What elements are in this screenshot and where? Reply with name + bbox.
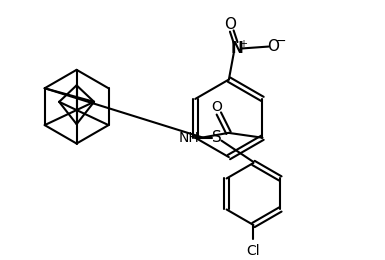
Text: NH: NH [179,131,199,145]
Text: Cl: Cl [247,244,260,258]
Text: O: O [224,17,236,32]
Text: +: + [239,39,248,49]
Text: S: S [212,130,221,145]
Text: O: O [211,100,222,114]
Text: −: − [276,35,286,48]
Text: O: O [268,39,280,54]
Text: N: N [230,41,243,56]
